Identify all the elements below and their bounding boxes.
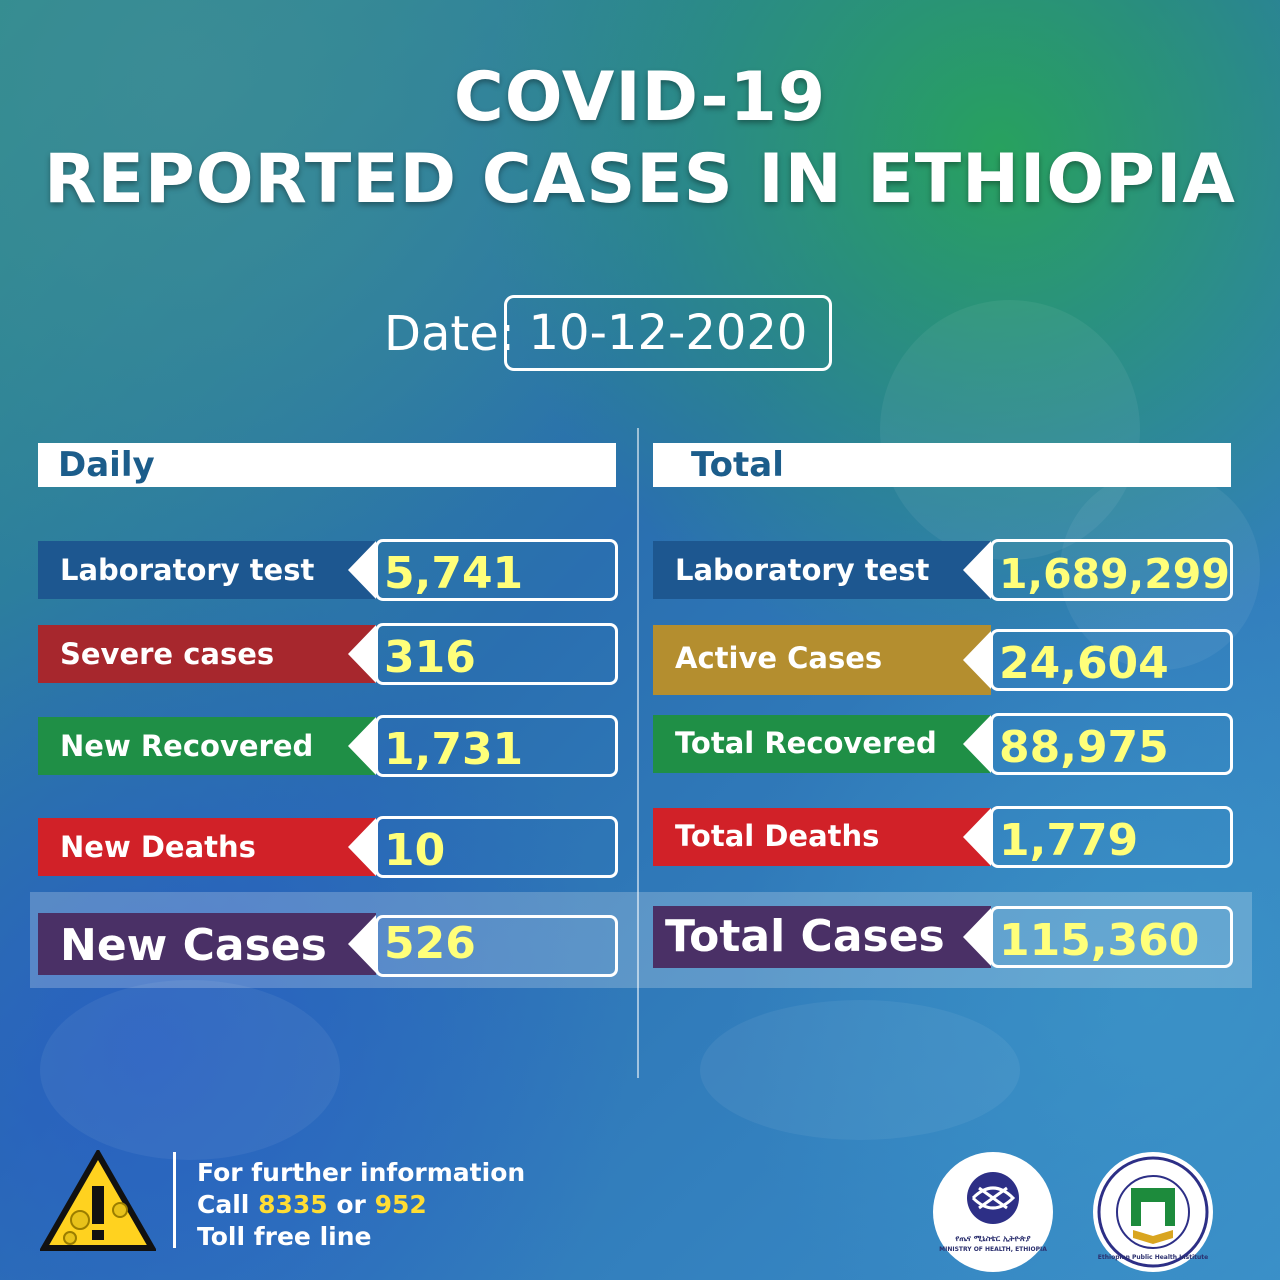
pointer-arrow [348, 818, 376, 876]
total-recovered-label: Total Recovered [653, 715, 991, 773]
daily-heading: Daily [38, 443, 616, 487]
background-virus-shape [700, 1000, 1020, 1140]
daily-recovered-label: New Recovered [38, 717, 376, 775]
title-line-1: COVID-19 [453, 58, 827, 137]
title-line-2: REPORTED CASES IN ETHIOPIA [44, 140, 1236, 219]
pointer-arrow [348, 541, 376, 599]
ephi-logo-text: Ethiopian Public Health Institute [1097, 1254, 1209, 1261]
daily-recovered-value: 1,731 [375, 715, 618, 777]
daily-severe-label: Severe cases [38, 625, 376, 683]
pointer-arrow [963, 715, 991, 773]
pointer-arrow [963, 631, 991, 689]
date-value: 10-12-2020 [504, 295, 832, 371]
pointer-arrow [348, 915, 376, 973]
daily-deaths-value: 10 [375, 816, 618, 878]
footer-line-2: Call 8335 or 952 [197, 1189, 525, 1221]
daily-new-cases-label: New Cases [38, 913, 376, 975]
footer-line-1: For further information [197, 1158, 526, 1187]
pointer-arrow [963, 541, 991, 599]
footer-divider [173, 1152, 176, 1248]
ephi-emblem-icon [1097, 1156, 1209, 1268]
total-cases-label: Total Cases [653, 906, 991, 968]
total-lab-test-label: Laboratory test [653, 541, 991, 599]
pointer-arrow [963, 808, 991, 866]
pointer-arrow [963, 908, 991, 966]
background-virus-shape [880, 300, 1140, 560]
warning-virus-icon [40, 1150, 156, 1251]
total-deaths-label: Total Deaths [653, 808, 991, 866]
total-active-label: Active Cases [653, 625, 991, 695]
footer-line-3: Toll free line [197, 1222, 372, 1251]
footer-info: For further information Call 8335 or 952… [197, 1157, 525, 1253]
date-label: Date: [384, 306, 515, 362]
pointer-arrow [348, 717, 376, 775]
ephi-logo: Ethiopian Public Health Institute [1093, 1152, 1213, 1272]
call-text: Call [197, 1190, 259, 1219]
total-cases-value: 115,360 [990, 906, 1233, 968]
daily-severe-value: 316 [375, 623, 618, 685]
moh-logo-subtext: MINISTRY OF HEALTH, ETHIOPIA [939, 1246, 1047, 1253]
hotline-8335: 8335 [258, 1190, 328, 1219]
moh-logo-text: የጤና ሚኒስቴር ኢትዮጵያ [955, 1234, 1031, 1243]
total-active-value: 24,604 [990, 629, 1233, 691]
hotline-952: 952 [374, 1190, 427, 1219]
ministry-of-health-logo: የጤና ሚኒስቴር ኢትዮጵያ MINISTRY OF HEALTH, ETHI… [933, 1152, 1053, 1272]
daily-lab-test-value: 5,741 [375, 539, 618, 601]
or-text: or [327, 1190, 375, 1219]
daily-lab-test-label: Laboratory test [38, 541, 376, 599]
column-divider [637, 428, 639, 1078]
total-recovered-value: 88,975 [990, 713, 1233, 775]
background-virus-shape [40, 980, 340, 1160]
daily-new-cases-value: 526 [375, 915, 618, 977]
total-deaths-value: 1,779 [990, 806, 1233, 868]
total-lab-test-value: 1,689,299 [990, 539, 1233, 601]
moh-emblem-icon [967, 1172, 1019, 1224]
pointer-arrow [348, 625, 376, 683]
daily-deaths-label: New Deaths [38, 818, 376, 876]
total-heading: Total [653, 443, 1231, 487]
